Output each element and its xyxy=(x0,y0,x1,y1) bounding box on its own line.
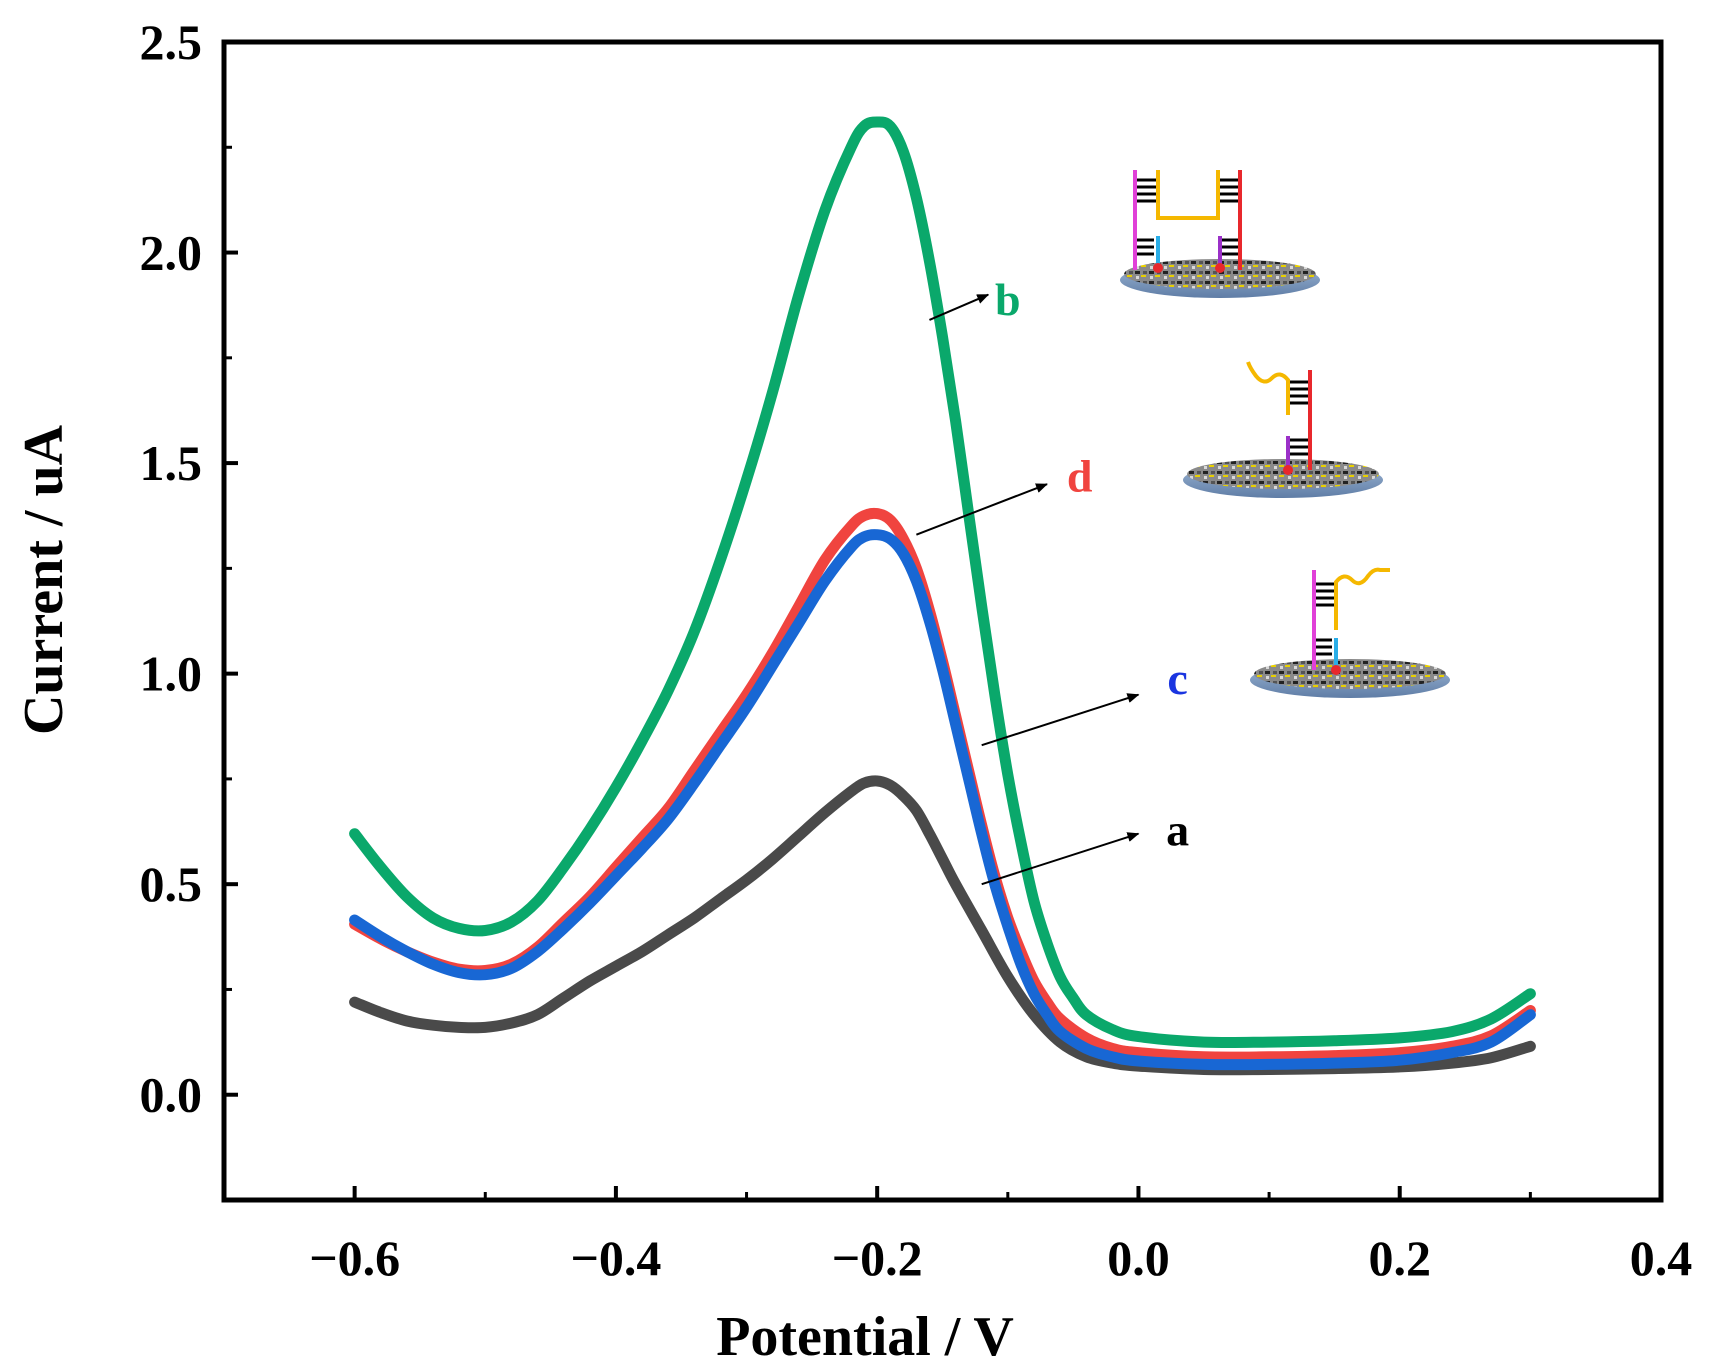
annotation-arrow-a xyxy=(981,832,1140,886)
y-tick-label: 0.0 xyxy=(140,1067,203,1123)
electrode-schematic-c xyxy=(1250,567,1450,698)
x-tick-label: 0.0 xyxy=(1107,1230,1170,1286)
axis-ticks: −0.6 −0.4 −0.2 0.0 0.2 0.4 0.0 0.5 1.0 1.5 2.0 2.5 xyxy=(140,14,1693,1286)
electrode-schematic-b xyxy=(1120,170,1320,298)
y-tick-label: 0.5 xyxy=(140,856,203,912)
annotation-arrow-d xyxy=(916,483,1048,536)
annotation-arrow-b xyxy=(929,293,990,321)
annotation-layer: b d c a xyxy=(916,274,1189,886)
series-layer xyxy=(349,116,1536,1076)
series-line-b xyxy=(349,116,1536,1049)
plot-frame xyxy=(221,39,1664,1203)
x-axis-title: Potential / V xyxy=(716,1306,1014,1368)
annotation-label-a: a xyxy=(1166,804,1189,855)
x-tick-label: −0.2 xyxy=(832,1230,923,1286)
y-tick-label: 2.0 xyxy=(140,225,203,281)
plot-border xyxy=(221,39,1664,1203)
y-tick-label: 2.5 xyxy=(140,14,203,70)
x-tick-label: 0.4 xyxy=(1630,1230,1693,1286)
y-axis-title: Current / uA xyxy=(13,424,75,735)
annotation-arrow-c xyxy=(981,693,1140,747)
x-tick-label: −0.6 xyxy=(309,1230,400,1286)
annotation-label-b: b xyxy=(995,274,1021,325)
y-tick-label: 1.0 xyxy=(140,646,203,702)
annotation-label-c: c xyxy=(1167,653,1187,704)
series-line-c xyxy=(349,529,1536,1071)
series-line-a xyxy=(349,775,1536,1076)
x-tick-label: −0.4 xyxy=(570,1230,661,1286)
x-tick-label: 0.2 xyxy=(1368,1230,1431,1286)
electrode-schematic-d xyxy=(1183,361,1383,498)
y-tick-label: 1.5 xyxy=(140,435,203,491)
series-line-d xyxy=(349,507,1536,1063)
annotation-label-d: d xyxy=(1067,451,1093,502)
